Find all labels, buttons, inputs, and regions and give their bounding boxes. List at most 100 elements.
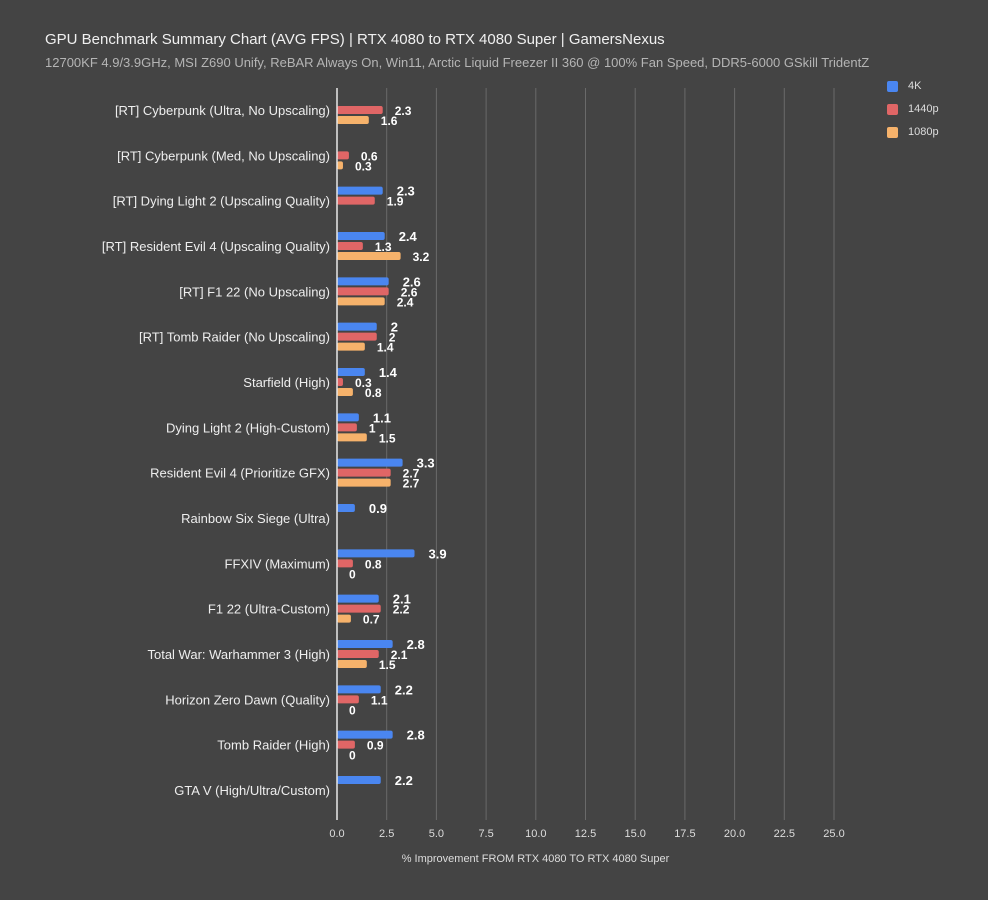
category-label: Total War: Warhammer 3 (High) — [147, 647, 330, 662]
legend-swatch — [887, 80, 898, 92]
data-label: 1.3 — [375, 240, 392, 254]
bar-1080p — [337, 478, 391, 487]
bar-4K — [337, 504, 355, 512]
legend-swatch — [887, 126, 898, 138]
bar-1440p — [337, 695, 359, 704]
bar-1080p — [337, 388, 353, 396]
x-tick-label: 17.5 — [674, 828, 695, 840]
data-label: 2 — [389, 331, 396, 345]
bar-1440p — [337, 196, 375, 205]
bar-1080p — [337, 614, 351, 623]
bar-1440p — [337, 604, 381, 613]
bar-4K — [337, 776, 381, 784]
bar-1080p — [337, 342, 365, 351]
data-label: 2.7 — [403, 467, 420, 481]
category-label: [RT] Dying Light 2 (Upscaling Quality) — [113, 194, 330, 209]
data-label: 3.2 — [413, 250, 430, 264]
bar-4K — [337, 458, 403, 467]
category-label: Dying Light 2 (High-Custom) — [166, 420, 330, 435]
bar-1440p — [337, 650, 379, 658]
x-tick-label: 20.0 — [724, 828, 745, 840]
legend-item-1440p[interactable]: 1440p — [887, 103, 939, 115]
bar-1440p — [337, 559, 353, 568]
data-label: 2.3 — [395, 104, 412, 118]
legend-label: 1080p — [908, 126, 939, 138]
legend-swatch — [887, 103, 898, 115]
bar-1440p — [337, 106, 383, 114]
category-label: [RT] Cyberpunk (Ultra, No Upscaling) — [115, 103, 330, 118]
data-label: 2.4 — [399, 229, 418, 244]
category-label: [RT] Resident Evil 4 (Upscaling Quality) — [102, 239, 330, 254]
data-label: 0.9 — [367, 739, 384, 753]
data-label: 2.8 — [407, 637, 425, 652]
data-label: 1.4 — [379, 365, 398, 380]
x-tick-label: 10.0 — [525, 828, 546, 840]
x-tick-label: 25.0 — [823, 828, 844, 840]
bar-1440p — [337, 740, 355, 749]
bar-1440p — [337, 423, 357, 432]
category-label: [RT] F1 22 (No Upscaling) — [179, 284, 330, 299]
bar-1440p — [337, 332, 377, 341]
data-label: 2 — [391, 320, 398, 335]
bar-1080p — [337, 252, 401, 260]
data-label: 1 — [369, 421, 376, 435]
legend-item-1080p[interactable]: 1080p — [887, 126, 939, 138]
bar-4K — [337, 685, 381, 694]
x-tick-label: 15.0 — [624, 828, 645, 840]
data-label: 0 — [349, 749, 356, 763]
bar-4K — [337, 368, 365, 376]
data-label: 2.6 — [401, 285, 418, 299]
category-label: FFXIV (Maximum) — [225, 556, 330, 571]
category-label: Resident Evil 4 (Prioritize GFX) — [150, 466, 330, 481]
bar-4K — [337, 640, 393, 648]
data-label: 2.2 — [393, 603, 410, 617]
bar-4K — [337, 413, 359, 422]
bar-4K — [337, 186, 383, 195]
x-tick-label: 0.0 — [329, 828, 344, 840]
legend-label: 4K — [908, 80, 922, 92]
bar-4K — [337, 277, 389, 286]
data-label: 0.6 — [361, 149, 378, 163]
bar-1080p — [337, 660, 367, 668]
data-label: 1.5 — [379, 658, 396, 672]
data-label: 0.8 — [365, 386, 382, 400]
category-label: Rainbow Six Siege (Ultra) — [181, 511, 330, 526]
bar-4K — [337, 594, 379, 603]
category-label: Starfield (High) — [243, 375, 330, 390]
data-label: 1.4 — [377, 341, 394, 355]
data-label: 1.1 — [371, 693, 388, 707]
x-axis-label: % Improvement FROM RTX 4080 TO RTX 4080 … — [402, 853, 670, 865]
data-label: 2.2 — [395, 773, 413, 788]
x-tick-label: 5.0 — [429, 828, 444, 840]
bar-1440p — [337, 468, 391, 477]
data-label: 0 — [349, 703, 356, 717]
category-label: Tomb Raider (High) — [217, 738, 330, 753]
data-label: 0.8 — [365, 557, 382, 571]
x-tick-label: 22.5 — [774, 828, 795, 840]
x-tick-label: 2.5 — [379, 828, 394, 840]
data-label: 2.2 — [395, 682, 413, 697]
x-tick-label: 7.5 — [478, 828, 493, 840]
data-label: 1.1 — [373, 410, 391, 425]
data-label: 2.1 — [393, 592, 411, 607]
data-label: 2.4 — [397, 295, 414, 309]
data-label: 0.9 — [369, 501, 387, 516]
category-label: [RT] Cyberpunk (Med, No Upscaling) — [117, 148, 330, 163]
category-label: GTA V (High/Ultra/Custom) — [174, 783, 330, 798]
bar-1080p — [337, 116, 369, 124]
data-label: 0.3 — [355, 159, 372, 173]
x-tick-label: 12.5 — [575, 828, 596, 840]
bar-1080p — [337, 161, 343, 170]
bar-1440p — [337, 378, 343, 386]
category-label: [RT] Tomb Raider (No Upscaling) — [139, 330, 330, 345]
data-label: 0.3 — [355, 376, 372, 390]
data-label: 1.5 — [379, 431, 396, 445]
data-label: 2.3 — [397, 184, 415, 199]
bar-4K — [337, 730, 393, 739]
data-label: 0 — [349, 567, 356, 581]
category-label: Horizon Zero Dawn (Quality) — [165, 692, 330, 707]
legend-item-4K[interactable]: 4K — [887, 80, 921, 92]
category-label: F1 22 (Ultra-Custom) — [208, 602, 330, 617]
data-label: 2.6 — [403, 274, 421, 289]
